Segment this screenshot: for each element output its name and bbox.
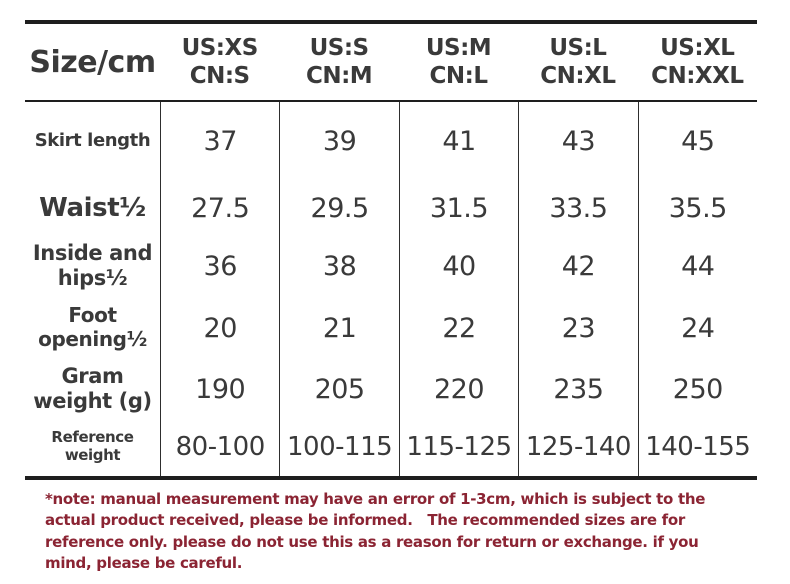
cell-value: 115-125 bbox=[398, 418, 518, 476]
size-table: Size/cm US:XS CN:S US:S CN:M US:M CN:L U… bbox=[25, 20, 757, 480]
cn-size-label: CN:L bbox=[429, 63, 488, 89]
cell-value: 40 bbox=[398, 236, 518, 296]
row-label: Waist½ bbox=[39, 192, 146, 223]
row-label: Gram weight (g) bbox=[33, 364, 152, 413]
row-label: Reference weight bbox=[51, 428, 134, 464]
table-row-skirt-length: Skirt length 37 39 41 43 45 bbox=[25, 102, 757, 180]
cell-value: 43 bbox=[518, 102, 637, 180]
row-label: Skirt length bbox=[34, 130, 151, 152]
us-size-label: US:L bbox=[549, 34, 607, 61]
column-header-xs: US:XS CN:S bbox=[160, 34, 279, 90]
footnote-text: *note: manual measurement may have an er… bbox=[45, 490, 711, 572]
cell-value: 125-140 bbox=[518, 418, 637, 476]
us-size-label: US:XL bbox=[660, 34, 735, 61]
cell-value: 37 bbox=[160, 102, 279, 180]
cell-value: 36 bbox=[160, 236, 279, 296]
cn-size-label: CN:XXL bbox=[651, 63, 744, 89]
cell-value: 31.5 bbox=[398, 180, 518, 236]
cn-size-label: CN:XL bbox=[540, 63, 616, 89]
us-size-label: US:M bbox=[425, 34, 492, 61]
cell-value: 190 bbox=[160, 360, 279, 418]
table-row-gram-weight: Gram weight (g) 190 205 220 235 250 bbox=[25, 360, 757, 418]
table-header-row: Size/cm US:XS CN:S US:S CN:M US:M CN:L U… bbox=[25, 24, 757, 102]
row-label: Foot opening½ bbox=[38, 303, 147, 351]
cell-value: 100-115 bbox=[279, 418, 398, 476]
column-header-l: US:L CN:XL bbox=[518, 34, 637, 90]
cell-value: 29.5 bbox=[279, 180, 398, 236]
cell-value: 42 bbox=[518, 236, 637, 296]
cell-value: 35.5 bbox=[637, 180, 757, 236]
cell-value: 33.5 bbox=[518, 180, 637, 236]
cell-value: 41 bbox=[398, 102, 518, 180]
cell-value: 220 bbox=[398, 360, 518, 418]
cn-size-label: CN:S bbox=[189, 63, 250, 89]
cell-value: 205 bbox=[279, 360, 398, 418]
corner-label: Size/cm bbox=[29, 44, 156, 80]
column-header-s: US:S CN:M bbox=[279, 34, 398, 90]
column-header-xl: US:XL CN:XXL bbox=[638, 34, 757, 90]
cell-value: 44 bbox=[637, 236, 757, 296]
table-row-foot-opening: Foot opening½ 20 21 22 23 24 bbox=[25, 296, 757, 360]
column-header-m: US:M CN:L bbox=[399, 34, 518, 90]
cell-value: 235 bbox=[518, 360, 637, 418]
cell-value: 21 bbox=[279, 296, 398, 360]
table-row-reference-weight: Reference weight 80-100 100-115 115-125 … bbox=[25, 418, 757, 476]
table-row-inside-and-hips: Inside and hips½ 36 38 40 42 44 bbox=[25, 236, 757, 296]
us-size-label: US:XS bbox=[181, 34, 259, 61]
us-size-label: US:S bbox=[309, 34, 370, 61]
cell-value: 140-155 bbox=[637, 418, 757, 476]
cell-value: 22 bbox=[398, 296, 518, 360]
cell-value: 38 bbox=[279, 236, 398, 296]
cell-value: 45 bbox=[637, 102, 757, 180]
cell-value: 24 bbox=[637, 296, 757, 360]
table-row-waist: Waist½ 27.5 29.5 31.5 33.5 35.5 bbox=[25, 180, 757, 236]
cell-value: 20 bbox=[160, 296, 279, 360]
row-label: Inside and hips½ bbox=[32, 241, 153, 290]
cell-value: 80-100 bbox=[160, 418, 279, 476]
footnote-section: *note: manual measurement may have an er… bbox=[25, 480, 757, 584]
cell-value: 39 bbox=[279, 102, 398, 180]
cell-value: 23 bbox=[518, 296, 637, 360]
cn-size-label: CN:M bbox=[305, 63, 373, 89]
cell-value: 27.5 bbox=[160, 180, 279, 236]
cell-value: 250 bbox=[637, 360, 757, 418]
